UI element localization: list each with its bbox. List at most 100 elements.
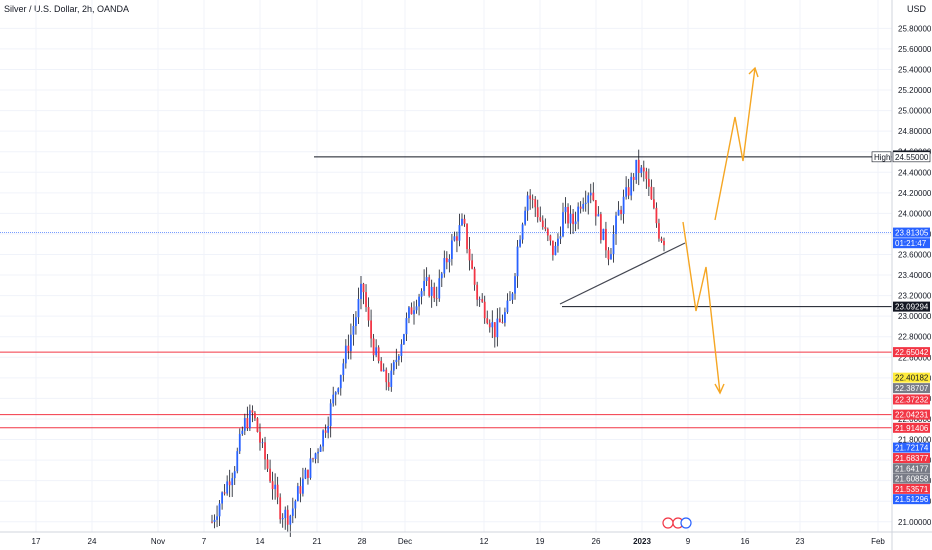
candle-body (226, 481, 229, 494)
y-tick-label: 24.40000 (898, 168, 932, 177)
candle-body (375, 347, 378, 356)
y-tick-label: 25.60000 (898, 45, 932, 54)
x-tick-label: 2023 (633, 537, 651, 546)
candle-body (324, 430, 327, 433)
candle-body (488, 323, 491, 328)
candle-body (549, 235, 552, 241)
candle-body (294, 501, 297, 509)
candle-body (468, 249, 471, 261)
candle-body (579, 206, 582, 209)
candle-body (317, 451, 319, 454)
candle-body (440, 273, 443, 279)
candle-body (519, 239, 521, 247)
price-label-bg (893, 483, 930, 494)
price-label-text: 21.64177 (895, 464, 929, 473)
candle-body (299, 486, 302, 494)
candle-body (554, 245, 557, 256)
candle-body (514, 276, 516, 294)
candle-body (534, 199, 537, 208)
candle-body (445, 258, 448, 263)
candle-body (456, 236, 458, 241)
candle-body (640, 167, 643, 173)
candle-body (660, 238, 663, 241)
y-tick-label: 24.80000 (898, 127, 932, 136)
candle-body (647, 178, 650, 187)
candle-body (213, 519, 216, 522)
candle-body (433, 286, 436, 299)
candle-body (438, 278, 441, 299)
candle-body (637, 159, 640, 173)
candle-body (544, 226, 547, 229)
candle-body (231, 478, 234, 486)
candle-body (478, 299, 481, 300)
x-tick-label: Feb (871, 537, 885, 546)
price-label-bg (893, 238, 930, 249)
candle-body (264, 442, 266, 460)
x-tick-label: 24 (88, 537, 97, 546)
chart-title: Silver / U.S. Dollar, 2h, OANDA (4, 4, 130, 14)
candle-body (582, 203, 585, 209)
candle-body (309, 458, 312, 478)
candle-body (382, 369, 385, 372)
candle-body (652, 199, 655, 208)
candle-body (423, 280, 426, 292)
candle-body (635, 159, 638, 180)
candle-body (617, 209, 620, 216)
candle-body (211, 521, 213, 523)
candle-body (274, 484, 277, 490)
candle-body (254, 412, 256, 419)
candle-body (342, 363, 345, 375)
candle-body (218, 503, 221, 517)
candle-body (415, 306, 418, 311)
price-label-bg (893, 463, 930, 474)
candle-body (645, 171, 648, 179)
candle-body (271, 481, 274, 490)
x-tick-label: 12 (480, 537, 489, 546)
candle-body (284, 509, 287, 519)
candle-body (607, 250, 610, 260)
candle-body (322, 430, 325, 447)
price-label-text: 22.04231 (895, 411, 929, 420)
candle-body (501, 322, 504, 324)
candle-body (241, 430, 244, 434)
candle-body (233, 471, 236, 479)
candle-body (403, 334, 405, 345)
grid (0, 0, 892, 532)
price-labels: 24.56340High24.5500023.8130501:21:4723.0… (871, 150, 931, 505)
y-tick-label: 22.60000 (898, 353, 932, 362)
candle-body (546, 228, 549, 236)
price-label-bg (893, 453, 930, 464)
candle-body (307, 469, 309, 478)
candle-body (385, 369, 388, 383)
candle-body (370, 320, 372, 339)
price-label-bg (893, 347, 930, 358)
candle-body (314, 453, 317, 459)
candle-body (569, 213, 572, 224)
candle-body (228, 481, 231, 486)
currency-label: USD (906, 4, 926, 14)
candle-body (236, 451, 239, 472)
price-label-text: 21.51296 (895, 495, 929, 504)
candle-body (286, 509, 289, 525)
candle-body (574, 221, 577, 225)
candles (211, 149, 665, 537)
candle-body (269, 468, 271, 482)
y-tick-label: 25.20000 (898, 86, 932, 95)
candle-body (483, 301, 486, 319)
time-axis[interactable]: 17 24 Nov 7 14 21 28 Dec 12 19 26 2023 9 16 23 Feb (0, 531, 932, 546)
candle-body (223, 492, 226, 494)
candle-body (658, 223, 660, 239)
candle-body (380, 360, 383, 372)
candle-body (622, 196, 625, 215)
price-label-bg (893, 394, 930, 405)
price-label-text: 22.37232 (895, 395, 929, 404)
candle-body (397, 356, 400, 360)
candle-body (400, 344, 403, 357)
candle-body (599, 214, 602, 240)
y-tick-label: 23.20000 (898, 292, 932, 301)
price-label-text: 23.09294 (895, 303, 929, 312)
candle-body (304, 469, 307, 479)
candle-body (266, 459, 269, 469)
economic-event-icon (680, 517, 692, 529)
